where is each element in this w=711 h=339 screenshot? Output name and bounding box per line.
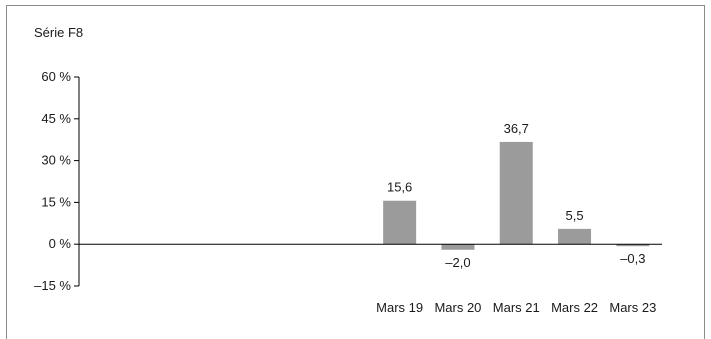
x-category-label: Mars 23 xyxy=(609,300,656,315)
y-tick-label: 0 % xyxy=(49,236,72,251)
y-tick-label: 30 % xyxy=(41,153,71,168)
bar xyxy=(383,200,417,245)
bar xyxy=(441,244,475,250)
data-label: –2,0 xyxy=(445,255,470,270)
y-axis: 60 % 45 % 30 % 15 % 0 % –15 % xyxy=(34,69,80,293)
data-label: 15,6 xyxy=(387,180,412,195)
chart-title: Série F8 xyxy=(34,25,83,40)
y-tick-label: 60 % xyxy=(41,69,71,84)
x-category-label: Mars 21 xyxy=(493,300,540,315)
y-tick-label: –15 % xyxy=(34,278,71,293)
data-label: –0,3 xyxy=(620,251,645,266)
x-category-label: Mars 20 xyxy=(434,300,481,315)
x-axis: Mars 19 Mars 20 Mars 21 Mars 22 Mars 23 xyxy=(79,243,662,315)
data-label: 36,7 xyxy=(504,121,529,136)
bars: 15,6 –2,0 36,7 5,5 –0,3 xyxy=(383,121,650,270)
chart-frame xyxy=(6,5,705,339)
y-tick-label: 45 % xyxy=(41,111,71,126)
data-label: 5,5 xyxy=(566,208,584,223)
y-tick-label: 15 % xyxy=(41,194,71,209)
bar xyxy=(499,141,533,245)
bar xyxy=(558,228,592,245)
x-category-label: Mars 19 xyxy=(376,300,423,315)
bar xyxy=(616,244,650,247)
x-category-label: Mars 22 xyxy=(551,300,598,315)
